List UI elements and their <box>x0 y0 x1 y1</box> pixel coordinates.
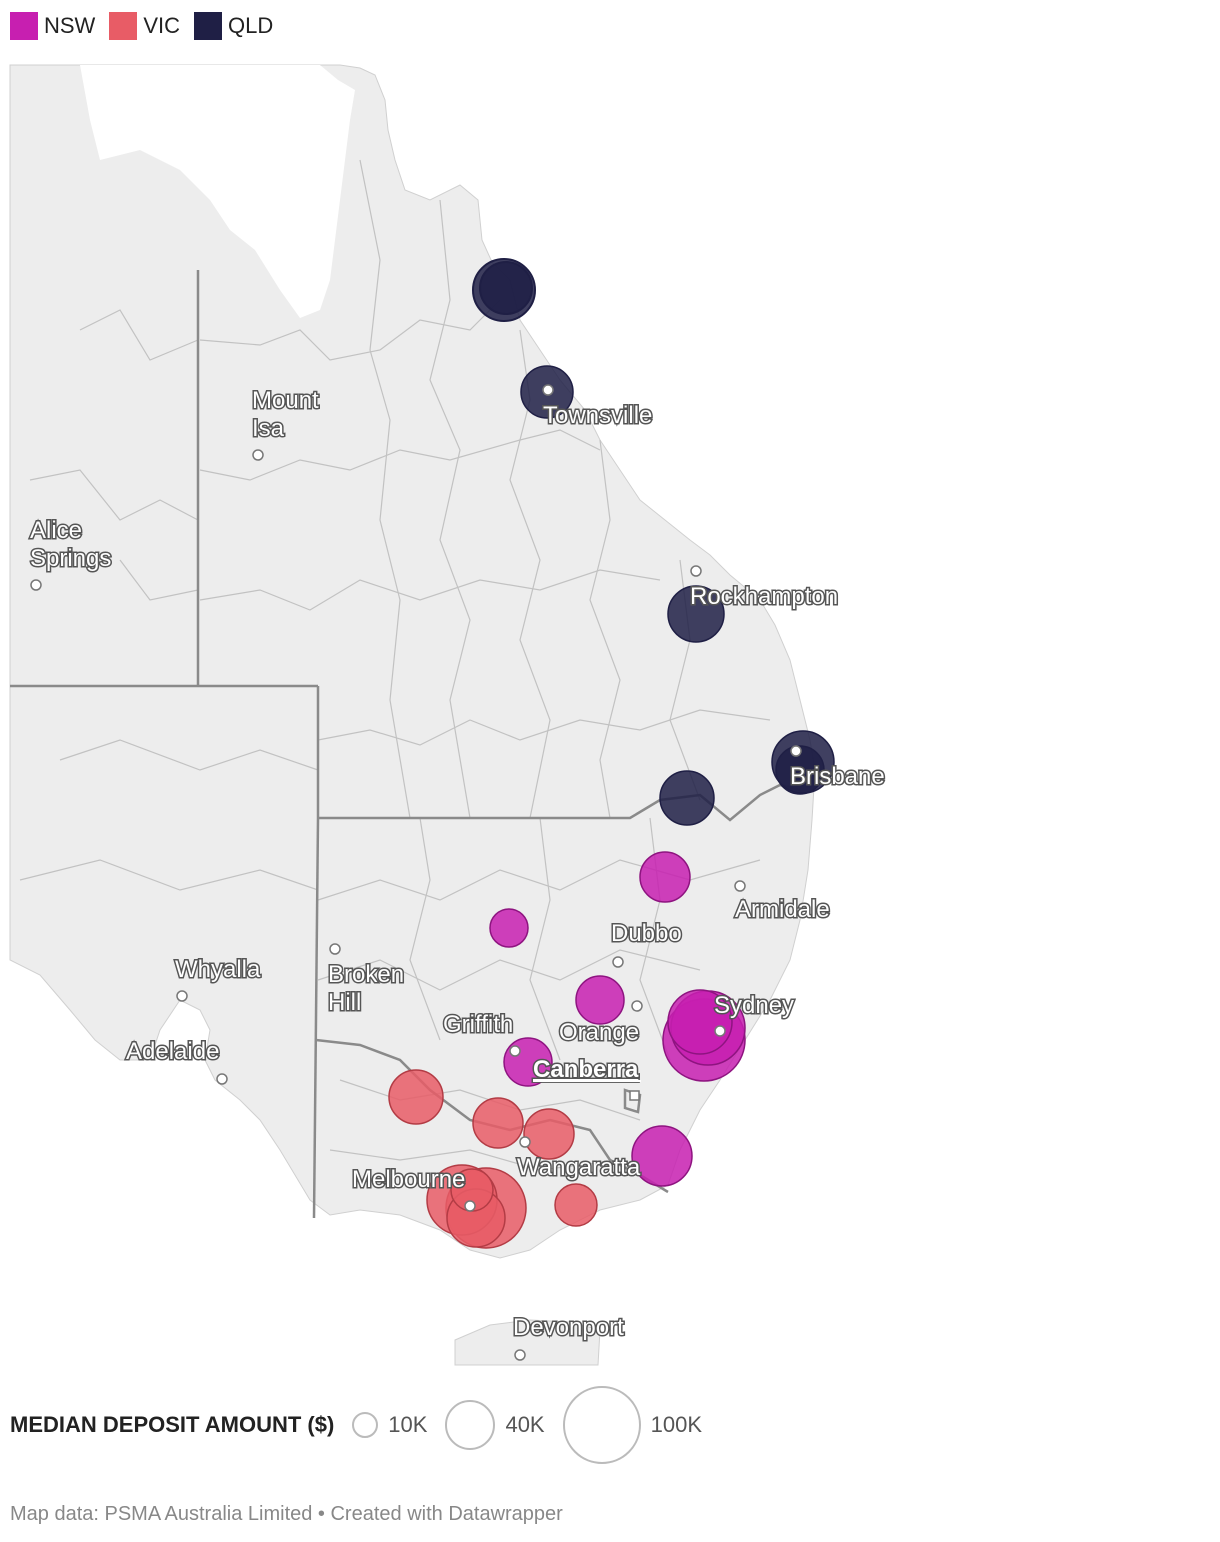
city-label-wangaratta: Wangaratta <box>517 1154 641 1181</box>
city-label-canberra: Canberra <box>533 1056 639 1083</box>
legend-item-nsw[interactable]: NSW <box>10 12 95 40</box>
city-marker[interactable] <box>631 1000 643 1012</box>
data-circle-nsw[interactable] <box>639 851 691 903</box>
size-legend-circle <box>352 1412 379 1438</box>
attribution-footer: Map data: PSMA Australia Limited • Creat… <box>10 1503 563 1525</box>
legend-label: NSW <box>44 13 96 38</box>
city-marker[interactable] <box>542 384 554 396</box>
city-label-broken-hill: Broken Hill <box>328 961 404 1016</box>
size-legend-circle <box>562 1386 641 1464</box>
city-label-melbourne: Melbourne <box>352 1166 465 1193</box>
city-label-griffith: Griffith <box>443 1011 513 1038</box>
city-marker[interactable] <box>216 1073 228 1085</box>
city-marker[interactable] <box>509 1045 521 1057</box>
tasmania <box>454 1319 601 1366</box>
data-circle-nsw[interactable] <box>631 1125 693 1187</box>
size-legend-title: MEDIAN DEPOSIT AMOUNT ($) <box>10 1412 335 1437</box>
legend-item-vic[interactable]: VIC <box>109 12 180 40</box>
city-marker[interactable] <box>514 1349 526 1361</box>
size-legend-item: 40K <box>445 1400 545 1450</box>
city-marker[interactable] <box>176 990 188 1002</box>
legend-item-qld[interactable]: QLD <box>194 12 273 40</box>
city-label-dubbo: Dubbo <box>611 920 682 947</box>
size-legend-circle <box>445 1400 496 1450</box>
city-label-townsville: Townsville <box>543 402 652 429</box>
size-legend-label: 10K <box>388 1412 428 1437</box>
city-marker[interactable] <box>329 943 341 955</box>
city-label-devonport: Devonport <box>513 1314 624 1341</box>
sa-nsw-vic-border <box>312 817 320 1219</box>
city-marker[interactable] <box>30 579 42 591</box>
size-legend-label: 40K <box>505 1412 545 1437</box>
gulf-of-carpentaria <box>80 65 355 318</box>
data-circles <box>388 258 835 1249</box>
city-label-adelaide: Adelaide <box>126 1038 219 1065</box>
city-marker[interactable] <box>519 1136 531 1148</box>
data-circle-vic[interactable] <box>388 1069 444 1125</box>
city-label-sydney: Sydney <box>714 992 794 1019</box>
city-marker[interactable] <box>734 880 746 892</box>
city-markers <box>30 384 802 1361</box>
legend-swatch-qld <box>194 12 223 40</box>
city-marker[interactable] <box>612 956 624 968</box>
size-legend-item: 100K <box>562 1386 702 1464</box>
city-label-armidale: Armidale <box>735 896 830 923</box>
city-label-whyalla: Whyalla <box>175 956 261 983</box>
legend-swatch-vic <box>109 12 138 40</box>
city-marker[interactable] <box>252 449 264 461</box>
city-marker[interactable] <box>464 1200 476 1212</box>
data-circle-qld[interactable] <box>659 770 715 826</box>
nsw-qld-border <box>318 783 801 822</box>
legend-label: QLD <box>228 13 274 38</box>
legend-label: VIC <box>143 13 181 38</box>
color-legend: NSW VIC QLD <box>10 10 287 42</box>
data-circle-qld[interactable] <box>479 261 533 315</box>
data-circle-nsw[interactable] <box>489 908 529 948</box>
data-circle-vic[interactable] <box>472 1097 524 1149</box>
data-circle-qld[interactable] <box>667 585 725 643</box>
legend-swatch-nsw <box>10 12 38 40</box>
capital-marker[interactable] <box>629 1090 640 1101</box>
map[interactable]: Mount Isa Townsville Alice Springs Rockham… <box>0 60 1220 1370</box>
data-circle-nsw[interactable] <box>575 975 625 1025</box>
data-circle-vic[interactable] <box>554 1183 598 1227</box>
data-circle-nsw[interactable] <box>667 989 733 1055</box>
city-marker[interactable] <box>790 745 802 757</box>
size-legend: MEDIAN DEPOSIT AMOUNT ($) 10K 40K 100K <box>10 1380 714 1470</box>
city-label-alice-springs: Alice Springs <box>30 517 111 572</box>
city-label-orange: Orange <box>559 1019 639 1046</box>
size-legend-item: 10K <box>352 1412 427 1438</box>
city-label-mount-isa: Mount Isa <box>252 387 319 442</box>
data-circle-vic[interactable] <box>523 1108 575 1160</box>
data-circle-qld[interactable] <box>775 745 825 795</box>
city-labels: Mount Isa Townsville Alice Springs Rockham… <box>29 386 887 1343</box>
size-legend-label: 100K <box>650 1412 702 1437</box>
city-marker[interactable] <box>714 1025 726 1037</box>
city-marker[interactable] <box>690 565 702 577</box>
city-label-brisbane: Brisbane <box>790 763 885 790</box>
city-label-rockhampton: Rockhampton <box>690 583 838 610</box>
